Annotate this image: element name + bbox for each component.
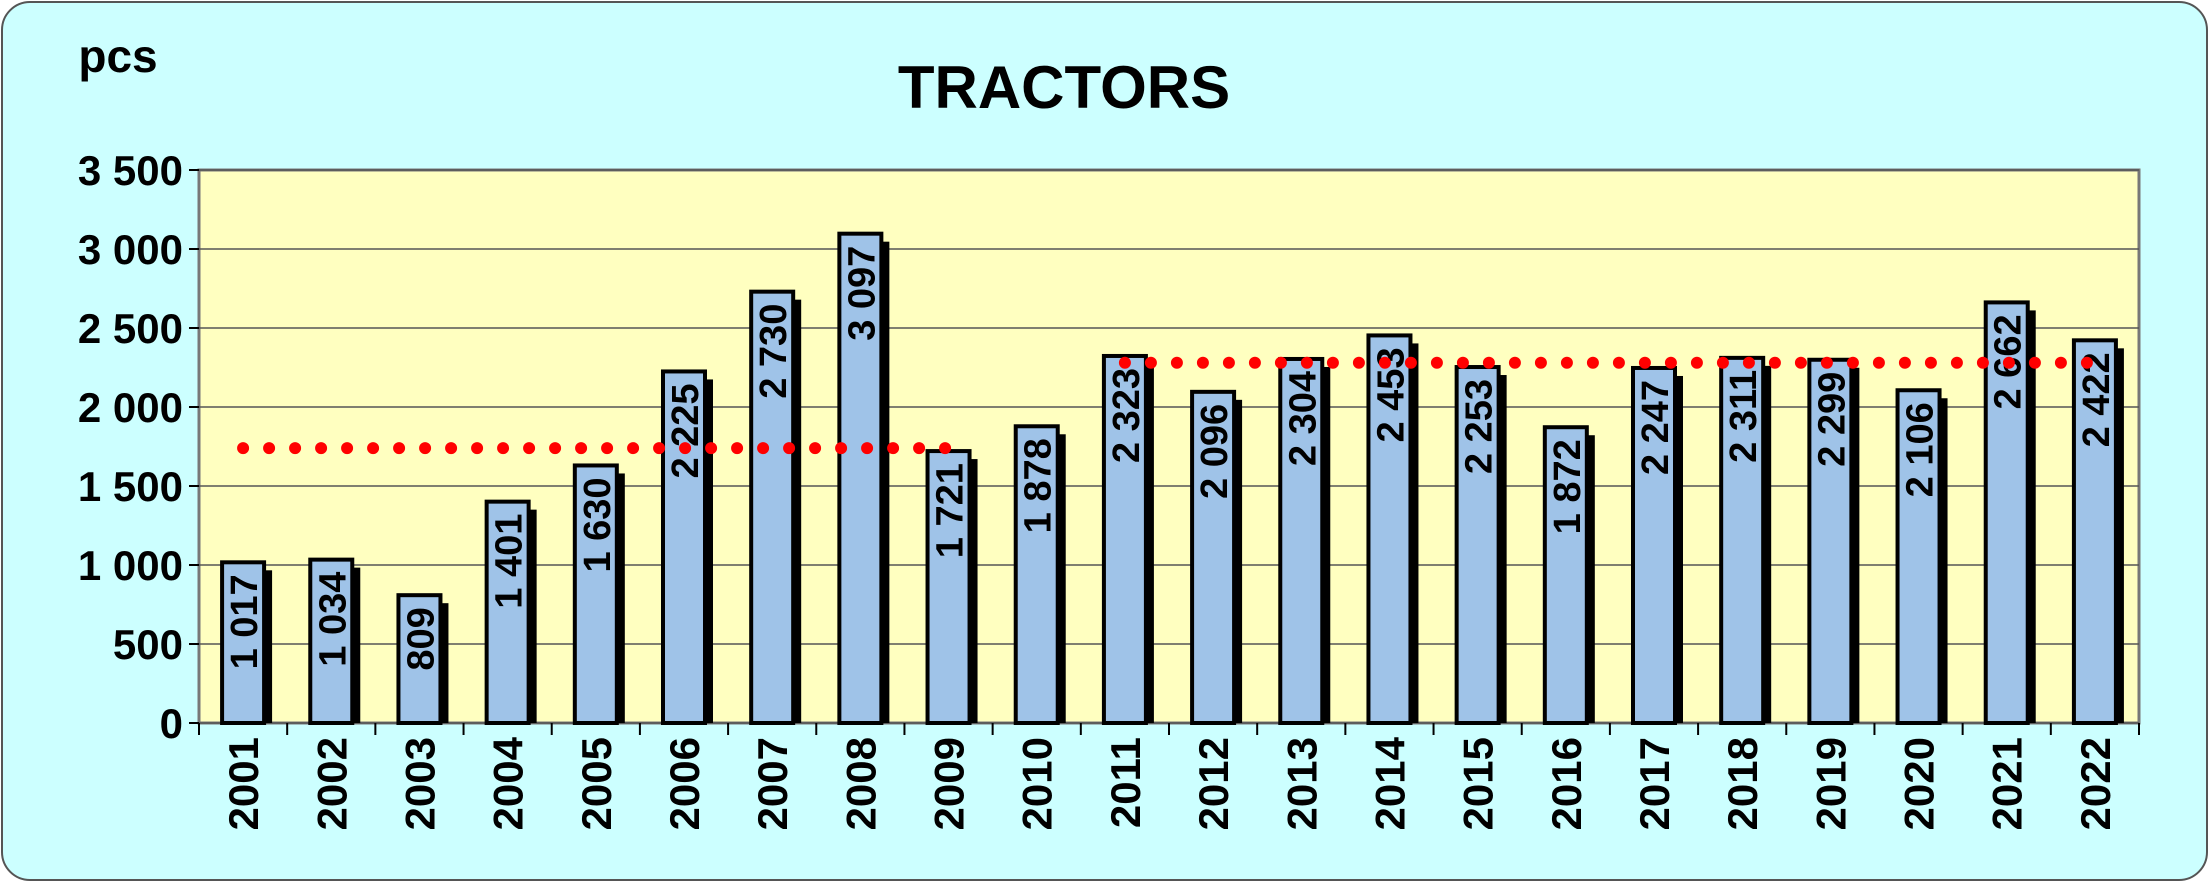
- x-tick-label: 2009: [926, 737, 973, 830]
- x-tick-label: 2011: [1102, 737, 1149, 828]
- x-tick-label: 2017: [1631, 737, 1678, 830]
- y-tick-label: 3 000: [78, 226, 183, 273]
- x-tick-label: 2018: [1719, 737, 1766, 830]
- x-tick-label: 2013: [1278, 737, 1325, 830]
- value-label: 2 299: [1811, 372, 1853, 467]
- value-label: 1 721: [930, 463, 972, 558]
- bar: [1895, 388, 1942, 725]
- bar: [1983, 300, 2030, 725]
- bar: [1101, 353, 1148, 725]
- y-tick-label: 1 000: [78, 542, 183, 589]
- bar: [1013, 424, 1060, 725]
- x-tick-label: 2008: [837, 737, 884, 830]
- value-label: 2 304: [1282, 371, 1324, 466]
- bar: [749, 289, 796, 725]
- value-label: 809: [400, 607, 442, 670]
- bar: [1631, 365, 1677, 725]
- value-label: 2 096: [1194, 404, 1236, 499]
- x-tick-label: 2002: [308, 737, 355, 830]
- x-tick-label: 2003: [396, 737, 443, 830]
- value-label: 1 034: [312, 572, 354, 667]
- bar: [1542, 425, 1589, 725]
- y-tick-label: 1 500: [78, 463, 183, 510]
- y-tick-label: 2 500: [78, 305, 183, 352]
- x-tick-label: 2022: [2072, 737, 2119, 830]
- x-tick-label: 2007: [749, 737, 796, 830]
- bar: [1278, 356, 1325, 725]
- bar: [837, 231, 884, 725]
- x-tick-label: 2021: [1984, 737, 2031, 830]
- value-label: 2 422: [2076, 352, 2118, 447]
- x-tick-label: 2012: [1190, 737, 1237, 830]
- value-label: 1 401: [489, 514, 531, 609]
- x-tick-label: 2005: [573, 737, 620, 830]
- x-tick-label: 2004: [485, 736, 532, 830]
- bar: [1190, 389, 1237, 725]
- y-tick-label: 0: [160, 700, 183, 747]
- bar: [308, 557, 355, 725]
- y-tick-label: 500: [113, 621, 183, 668]
- value-label: 2 311: [1723, 370, 1765, 463]
- value-label: 2 225: [665, 383, 707, 478]
- value-label: 1 630: [577, 477, 619, 572]
- value-label: 2 106: [1900, 402, 1942, 497]
- bar: [2071, 338, 2118, 725]
- chart-title: TRACTORS: [898, 54, 1230, 121]
- x-tick-label: 2001: [220, 737, 267, 830]
- bar: [1719, 355, 1766, 725]
- x-tick-label: 2019: [1807, 737, 1854, 830]
- value-label: 2 247: [1635, 380, 1677, 475]
- bar: [220, 560, 267, 726]
- x-tick-label: 2006: [661, 737, 708, 830]
- value-label: 1 878: [1018, 438, 1060, 533]
- value-label: 2 730: [753, 304, 795, 399]
- value-label: 1 872: [1547, 439, 1589, 534]
- bar: [1807, 357, 1854, 725]
- x-tick-label: 2016: [1543, 737, 1590, 830]
- x-tick-label: 2015: [1455, 737, 1502, 830]
- y-axis-label: pcs: [78, 30, 157, 82]
- y-tick-label: 3 500: [78, 147, 183, 194]
- x-tick-label: 2020: [1896, 737, 1943, 830]
- value-label: 2 253: [1459, 379, 1501, 474]
- x-tick-label: 2014: [1366, 736, 1413, 830]
- value-label: 1 017: [224, 574, 266, 669]
- value-label: 2 323: [1106, 368, 1148, 463]
- bar: [1454, 365, 1501, 725]
- y-tick-label: 2 000: [78, 384, 183, 431]
- bar: [661, 369, 707, 725]
- bar: [396, 593, 443, 725]
- value-label: 3 097: [841, 246, 883, 341]
- bar: [484, 499, 531, 725]
- bar: [1366, 333, 1413, 725]
- x-tick-label: 2010: [1014, 737, 1061, 830]
- bar: [572, 463, 619, 725]
